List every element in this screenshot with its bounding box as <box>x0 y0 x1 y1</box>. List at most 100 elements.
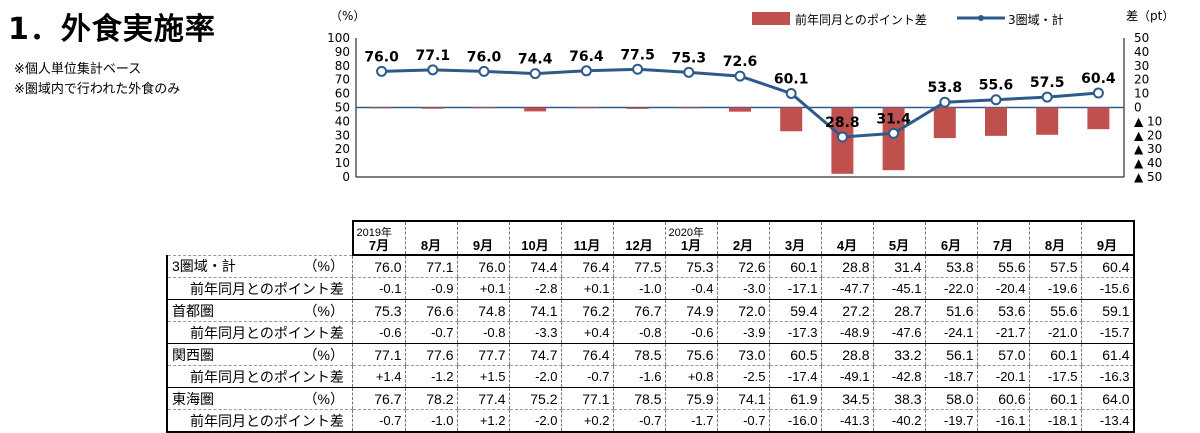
table-cell: -42.8 <box>872 365 925 388</box>
table-cell: 74.7 <box>508 343 561 366</box>
total-data-label: 76.4 <box>569 49 604 65</box>
table-cell: -1.6 <box>612 365 665 388</box>
total-data-label: 28.8 <box>825 115 860 131</box>
table-cell: +0.2 <box>560 409 613 433</box>
total-data-label: 76.0 <box>467 49 502 65</box>
total-point <box>478 65 490 77</box>
table-cell: -19.7 <box>924 409 977 433</box>
table-cell: 72.6 <box>716 254 769 278</box>
table-cell: -18.1 <box>1028 409 1081 433</box>
month-header: 9月 <box>1080 220 1135 256</box>
total-point <box>836 131 848 143</box>
table-cell: 60.4 <box>1080 254 1135 278</box>
left-tick-label: 90 <box>335 45 350 59</box>
table-cell: -0.9 <box>404 277 457 300</box>
total-data-label: 75.3 <box>672 50 707 66</box>
table-cell: 77.1 <box>560 387 613 410</box>
diff-bar <box>473 107 495 109</box>
row-unit: （%） <box>303 302 344 319</box>
month-label: 3月 <box>784 238 806 253</box>
row-unit: （%） <box>303 258 344 275</box>
table-cell: +0.1 <box>560 277 613 300</box>
total-point <box>683 66 695 78</box>
left-axis-unit: （%） <box>330 9 365 23</box>
month-label: 8月 <box>1044 238 1066 253</box>
table-cell: -3.3 <box>508 321 561 344</box>
diff-bar <box>575 107 598 109</box>
month-header: 4月 <box>820 220 873 256</box>
row-label-text: 前年同月とのポイント差 <box>190 368 344 385</box>
table-row: 3圏域・計 （%） 76.0 77.1 76.0 74.4 76.4 77.5 75.3 72.6… <box>166 254 1135 278</box>
table-cell: 74.8 <box>456 299 509 322</box>
diff-bar <box>1036 107 1059 135</box>
table-cell: -0.7 <box>612 409 665 433</box>
month-label: 8月 <box>420 238 442 253</box>
table-row: 前年同月とのポイント差 -0.6 -0.7 -0.8 -3.3 +0.4 -0.8 -0.6-… <box>166 321 1135 344</box>
table-cell: -17.5 <box>1028 365 1081 388</box>
table-cell: 76.7 <box>352 387 405 410</box>
table-cell: 57.0 <box>976 343 1029 366</box>
table-cell: 76.4 <box>560 254 613 278</box>
table-cell: 78.5 <box>612 343 665 366</box>
table-cell: -1.0 <box>612 277 665 300</box>
row-label: 前年同月とのポイント差 <box>166 365 353 388</box>
table-cell: -18.7 <box>924 365 977 388</box>
month-header-row: 2019年 7月 8月 9月 10月 11月 12月 2020年 1月 2月 3月 4月 5月 6月 7月 8… <box>167 220 1135 256</box>
month-label: 6月 <box>940 238 962 253</box>
month-label: 11月 <box>573 238 601 253</box>
table-cell: 73.0 <box>716 343 769 366</box>
table-cell: -0.1 <box>352 277 405 300</box>
table-cell: 28.8 <box>820 254 873 278</box>
table-cell: 58.0 <box>924 387 977 410</box>
row-label: 東海圏 （%） <box>166 387 353 410</box>
table-cell: -45.1 <box>872 277 925 300</box>
table-cell: 60.1 <box>1028 343 1081 366</box>
table-cell: 28.7 <box>872 299 925 322</box>
total-point <box>376 65 388 77</box>
left-tick-label: 80 <box>335 59 350 73</box>
right-tick-label: ▲ 30 <box>1134 142 1162 156</box>
total-data-label: 57.5 <box>1030 75 1065 91</box>
table-cell: -22.0 <box>924 277 977 300</box>
row-unit: （%） <box>303 390 344 407</box>
table-cell: 74.1 <box>716 387 769 410</box>
table-cell: 76.0 <box>456 254 509 278</box>
month-label: 9月 <box>472 238 494 253</box>
table-cell: -24.1 <box>924 321 977 344</box>
table-cell: -3.0 <box>716 277 769 300</box>
table-cell: 74.1 <box>508 299 561 322</box>
table-cell: 55.6 <box>976 254 1029 278</box>
table-cell: 33.2 <box>872 343 925 366</box>
table-cell: 56.1 <box>924 343 977 366</box>
diff-bar <box>985 107 1007 136</box>
table-cell: -1.7 <box>664 409 717 433</box>
row-label: 関西圏 （%） <box>166 343 353 366</box>
table-cell: -20.1 <box>976 365 1029 388</box>
row-label: 首都圏 （%） <box>166 299 353 322</box>
table-cell: 60.6 <box>976 387 1029 410</box>
right-tick-label: ▲ 10 <box>1134 114 1162 128</box>
diff-bar <box>780 107 803 132</box>
table-cell: +0.8 <box>664 365 717 388</box>
table-cell: 74.9 <box>664 299 717 322</box>
table-cell: -3.9 <box>716 321 769 344</box>
left-tick-label: 60 <box>335 87 350 101</box>
table-cell: 75.3 <box>352 299 405 322</box>
table-cell: +0.4 <box>560 321 613 344</box>
table-cell: -15.7 <box>1080 321 1135 344</box>
month-label: 10月 <box>521 238 549 253</box>
month-header: 11月 <box>560 220 613 256</box>
left-tick-label: 100 <box>327 31 350 45</box>
total-point <box>529 68 541 80</box>
diff-bar <box>729 107 751 112</box>
right-tick-label: 40 <box>1134 45 1149 59</box>
table-cell: -47.6 <box>872 321 925 344</box>
table-cell: -2.5 <box>716 365 769 388</box>
table-cell: -16.3 <box>1080 365 1135 388</box>
table-cell: 38.3 <box>872 387 925 410</box>
row-label-text: 前年同月とのポイント差 <box>190 412 344 429</box>
table-cell: -0.7 <box>560 365 613 388</box>
table-row: 関西圏 （%） 77.1 77.6 77.7 74.7 76.4 78.5 75.6 73.0 60… <box>166 343 1135 366</box>
table-cell: 77.4 <box>456 387 509 410</box>
